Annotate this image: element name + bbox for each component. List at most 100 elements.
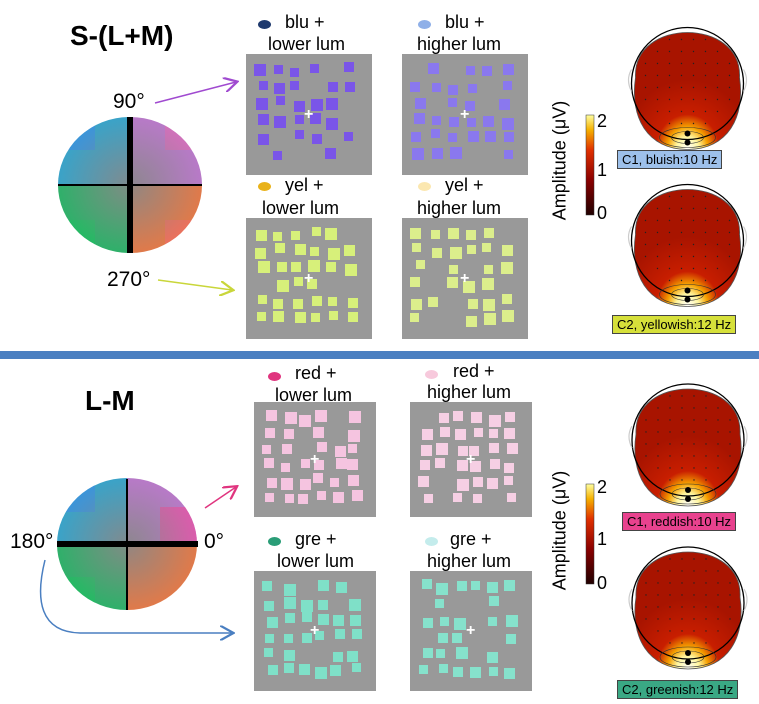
electrode (681, 455, 683, 457)
electrode (680, 279, 683, 282)
stimulus-square (436, 443, 449, 456)
stimulus-square (507, 493, 517, 503)
electrode (681, 467, 683, 469)
electrode (692, 231, 695, 234)
electrode (644, 219, 647, 222)
electrode (669, 606, 671, 608)
stimulus-square (301, 600, 314, 613)
electrode (716, 231, 719, 234)
stimulus-square (501, 245, 513, 257)
stimulus-square (313, 473, 324, 484)
stimulus-square (452, 632, 463, 643)
colorbar-tick-1: 1 (597, 160, 608, 180)
electrode (705, 594, 707, 596)
stimulus-square (315, 631, 325, 641)
colorbar-2 (585, 483, 595, 585)
electrode (717, 431, 719, 433)
arrow-0 (204, 487, 236, 509)
stimulus-square (483, 265, 493, 275)
legend-dot (425, 537, 438, 546)
electrode (669, 419, 671, 421)
stimulus-square (262, 581, 273, 592)
electrode (704, 267, 707, 270)
stimulus-square (465, 315, 477, 327)
stimulus-square (294, 114, 304, 124)
electrode (680, 74, 683, 77)
stimulus-square (435, 648, 445, 658)
electrode (693, 467, 695, 469)
topomap-caption: C2, yellowish:12 Hz (612, 315, 737, 334)
stimulus-square (292, 298, 303, 309)
electrode (705, 642, 707, 644)
electrode-highlight (684, 130, 691, 137)
stimulus-square (335, 457, 347, 469)
stimulus-square (438, 663, 448, 673)
stimulus-square (283, 649, 295, 661)
stimulus-square (501, 294, 512, 305)
electrode (728, 74, 731, 77)
color-wheel-s-lm (58, 117, 202, 253)
stimulus-square (308, 259, 321, 272)
stimulus-square (470, 460, 482, 472)
stimulus-square (504, 150, 514, 160)
angle-0-label: 0° (204, 530, 225, 553)
stimulus-square (471, 581, 481, 591)
electrode (716, 50, 719, 53)
electrode (681, 618, 683, 620)
electrode (645, 419, 647, 421)
stimulus-square (436, 582, 449, 595)
electrode (644, 243, 647, 246)
stimulus-square (347, 444, 357, 454)
stimulus-square (273, 83, 285, 95)
electrode (692, 110, 695, 113)
electrode (717, 467, 719, 469)
electrode (704, 62, 707, 65)
stimulus-square (349, 411, 362, 424)
electrode (693, 395, 695, 397)
topomap-head (627, 26, 748, 150)
electrode (693, 594, 695, 596)
condition-label-line2: higher lum (417, 34, 502, 54)
stimulus-square (344, 263, 357, 276)
electrode (656, 86, 659, 89)
condition-label-line2: higher lum (427, 551, 512, 571)
electrode (692, 38, 695, 41)
electrode (656, 207, 659, 210)
electrode (705, 558, 707, 560)
electrode (704, 243, 707, 246)
electrode (668, 207, 671, 210)
stimulus-square (503, 667, 515, 679)
stimulus-square (256, 230, 268, 242)
electrode (705, 570, 707, 572)
stimulus-square (435, 599, 445, 609)
stimulus-square (440, 427, 451, 438)
stimulus-square (314, 410, 327, 423)
stimulus-square (422, 579, 433, 590)
electrode (728, 243, 731, 246)
condition-label-line2: higher lum (427, 382, 512, 402)
condition-label-line1: blu + (285, 12, 325, 32)
electrode (680, 98, 683, 101)
stimulus-square (472, 494, 482, 504)
stimulus-panel: + (254, 571, 376, 691)
electrode (704, 74, 707, 77)
stimulus-square (284, 634, 294, 644)
stimulus-square (326, 97, 339, 110)
stimulus-square (343, 131, 353, 141)
electrode (692, 255, 695, 258)
stimulus-square (431, 82, 441, 92)
stimulus-square (257, 134, 269, 146)
electrode (657, 419, 659, 421)
stimulus-square (448, 98, 458, 108)
electrode (680, 122, 683, 125)
stimulus-panel: + (246, 54, 372, 175)
stimulus-square (334, 446, 346, 458)
stimulus-square (311, 99, 324, 112)
electrode-highlight (685, 496, 691, 502)
stimulus-square (311, 296, 322, 307)
stimulus-square (486, 477, 498, 489)
electrode (657, 455, 659, 457)
electrode (657, 630, 659, 632)
stimulus-square (263, 600, 274, 611)
arrow-270 (157, 279, 232, 290)
